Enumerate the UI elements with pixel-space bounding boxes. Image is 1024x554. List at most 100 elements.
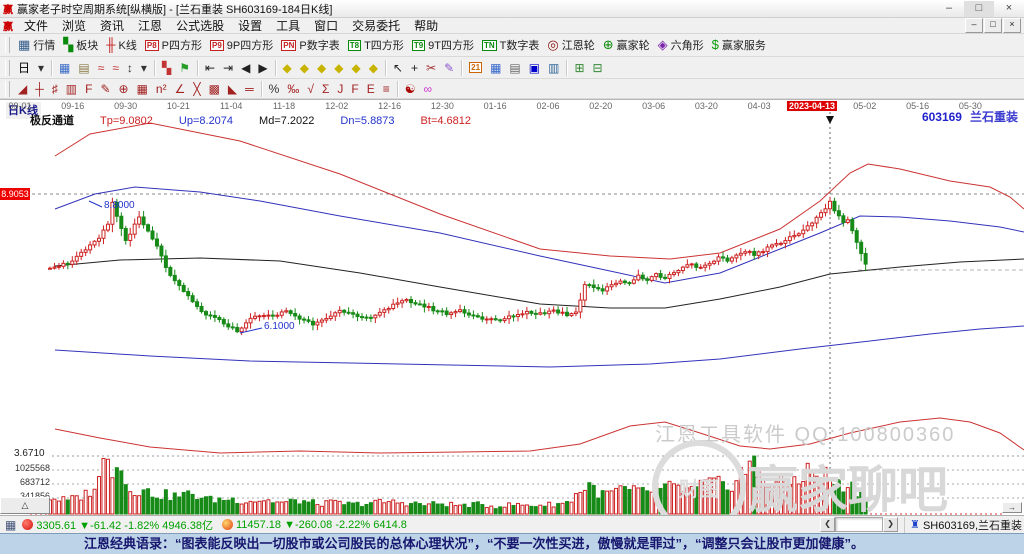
- date-tick: 05-02: [853, 101, 877, 111]
- menu-item-6[interactable]: 工具: [276, 19, 301, 33]
- period-day[interactable]: 日: [14, 59, 34, 77]
- draw-fibonacci[interactable]: F: [81, 80, 96, 98]
- menu-item-3[interactable]: 江恩: [138, 19, 163, 33]
- draw-speed-line[interactable]: ◣: [224, 80, 241, 98]
- hexagon-button[interactable]: ◈ 六角形: [654, 36, 708, 54]
- menu-item-1[interactable]: 浏览: [62, 19, 87, 33]
- scale-dropdown[interactable]: ▾: [137, 59, 151, 77]
- notes-tool[interactable]: ▤: [505, 59, 524, 77]
- shanghai-index-icon[interactable]: [22, 519, 34, 530]
- scroll-left-arrow[interactable]: ❮: [820, 517, 836, 532]
- mdi-minimize-button[interactable]: –: [965, 18, 983, 33]
- title-bar: 赢 赢家老子时空周期系统[纵横版] - [兰石重装 SH603169-184日K…: [0, 0, 1024, 18]
- annotate-tool[interactable]: ✎: [440, 59, 458, 77]
- close-button[interactable]: ×: [1005, 1, 1013, 14]
- t-square-button[interactable]: T8 T四方形: [344, 36, 408, 54]
- shenzhen-index-icon[interactable]: [221, 519, 233, 530]
- draw-x-cross[interactable]: ╳: [189, 80, 204, 98]
- quotes-button[interactable]: ▦ 行情: [14, 36, 59, 54]
- period-label[interactable]: 日K线: [6, 102, 41, 119]
- draw-angle[interactable]: ∠: [171, 80, 190, 98]
- expand-panel-button[interactable]: △: [0, 497, 50, 514]
- shenzhen-index-quote[interactable]: 11457.18 ▼-260.08 -2.22% 6414.8: [235, 518, 407, 531]
- draw-e-line[interactable]: E: [363, 80, 379, 98]
- draw-gann-circle[interactable]: ⊕: [115, 80, 133, 98]
- maximize-button[interactable]: □: [964, 0, 994, 17]
- menu-item-5[interactable]: 设置: [238, 19, 263, 33]
- p-number-button[interactable]: PN P数字表: [277, 36, 343, 54]
- keyboard-grid-icon[interactable]: ▦: [5, 517, 17, 532]
- gann-diamond-5[interactable]: ◆: [347, 59, 364, 77]
- menu-item-7[interactable]: 窗口: [314, 19, 339, 33]
- t-number-button[interactable]: TN T数字表: [478, 36, 543, 54]
- gann-diamond-6[interactable]: ◆: [365, 59, 382, 77]
- extra-tool-1[interactable]: ⊞: [570, 59, 588, 77]
- gann-diamond-3[interactable]: ◆: [313, 59, 330, 77]
- menu-item-2[interactable]: 资讯: [100, 19, 125, 33]
- draw-j-line[interactable]: J: [333, 80, 347, 98]
- menu-item-0[interactable]: 文件: [24, 19, 49, 33]
- wave-tool-2[interactable]: ≈: [108, 59, 123, 77]
- mdi-close-button[interactable]: ×: [1003, 18, 1021, 33]
- period-dropdown[interactable]: ▾: [34, 59, 48, 77]
- p-square-button[interactable]: P8 P四方形: [141, 36, 206, 54]
- winner-wheel-button[interactable]: ⊕ 赢家轮: [599, 36, 654, 54]
- next-bar-button[interactable]: ▶: [254, 59, 271, 77]
- last-bar-button[interactable]: ⇥: [219, 59, 237, 77]
- draw-levels[interactable]: ≡: [379, 80, 394, 98]
- draw-trend-line[interactable]: ◢: [14, 80, 31, 98]
- save-tool[interactable]: ▣: [525, 59, 544, 77]
- infinity-tool[interactable]: ∞: [420, 80, 437, 98]
- t9-square-button[interactable]: T9 9T四方形: [408, 36, 478, 54]
- draw-percent[interactable]: %: [265, 80, 284, 98]
- kline-button[interactable]: ╫ K线: [102, 36, 141, 54]
- menu-item-9[interactable]: 帮助: [414, 19, 439, 33]
- draw-cross-line[interactable]: ┼: [31, 80, 48, 98]
- menu-item-8[interactable]: 交易委托: [352, 19, 401, 33]
- flag-marker-tool[interactable]: ⚑: [175, 59, 194, 77]
- draw-sqrt[interactable]: √: [303, 80, 318, 98]
- scroll-track[interactable]: [835, 517, 884, 532]
- gann-diamond-4[interactable]: ◆: [330, 59, 347, 77]
- info-panel-tool[interactable]: ▤: [74, 59, 93, 77]
- gann-diamond-2[interactable]: ◆: [296, 59, 313, 77]
- extra-tool-2[interactable]: ⊟: [589, 59, 607, 77]
- winner-service-button[interactable]: $ 赢家服务: [708, 36, 770, 54]
- scale-tool[interactable]: ↕: [123, 59, 137, 77]
- draw-channel[interactable]: ═: [241, 80, 258, 98]
- indicator-value-4: Bt=4.6812: [420, 115, 472, 127]
- draw-permille[interactable]: ‰: [283, 80, 303, 98]
- gann-diamond-1[interactable]: ◆: [279, 59, 296, 77]
- chart-scroll-right-button[interactable]: →: [1002, 502, 1022, 513]
- gann-wheel-button[interactable]: ◎ 江恩轮: [543, 36, 598, 54]
- draw-n-square[interactable]: n²: [152, 80, 171, 98]
- prev-bar-button[interactable]: ◀: [237, 59, 254, 77]
- draw-grid-1[interactable]: ♯: [48, 80, 62, 98]
- draw-square-box[interactable]: ▦: [133, 80, 152, 98]
- calendar-tool[interactable]: 21: [465, 59, 486, 77]
- minimize-button[interactable]: –: [945, 1, 953, 14]
- kline-pattern-tool[interactable]: ▚: [158, 59, 175, 77]
- chart-window-tool[interactable]: ▦: [55, 59, 74, 77]
- draw-pencil[interactable]: ✎: [96, 80, 114, 98]
- draw-shade[interactable]: ▩: [205, 80, 224, 98]
- scroll-right-arrow[interactable]: ❯: [883, 517, 899, 532]
- draw-f-line[interactable]: F: [347, 80, 362, 98]
- menu-item-4[interactable]: 公式选股: [176, 19, 225, 33]
- mdi-restore-button[interactable]: □: [984, 18, 1002, 33]
- draw-sigma[interactable]: Σ: [318, 80, 333, 98]
- yin-yang-tool[interactable]: ☯: [401, 80, 420, 98]
- wave-tool-1[interactable]: ≈: [94, 59, 109, 77]
- draw-grid-2[interactable]: ▥: [62, 80, 81, 98]
- indicator-name[interactable]: 极反通道: [30, 115, 74, 127]
- crosshair-tool[interactable]: +: [407, 59, 422, 77]
- first-bar-button[interactable]: ⇤: [201, 59, 219, 77]
- p9-square-button[interactable]: P9 9P四方形: [206, 36, 277, 54]
- print-tool[interactable]: ▥: [544, 59, 563, 77]
- sectors-button[interactable]: ▚ 板块: [59, 36, 102, 54]
- range-tool[interactable]: ✂: [422, 59, 440, 77]
- shanghai-index-quote[interactable]: 3305.61 ▼-61.42 -1.82% 4946.38亿: [36, 519, 213, 532]
- date-tick-highlighted: 2023-04-13: [786, 101, 838, 111]
- pointer-tool[interactable]: ↖: [389, 59, 407, 77]
- calculator-tool[interactable]: ▦: [486, 59, 505, 77]
